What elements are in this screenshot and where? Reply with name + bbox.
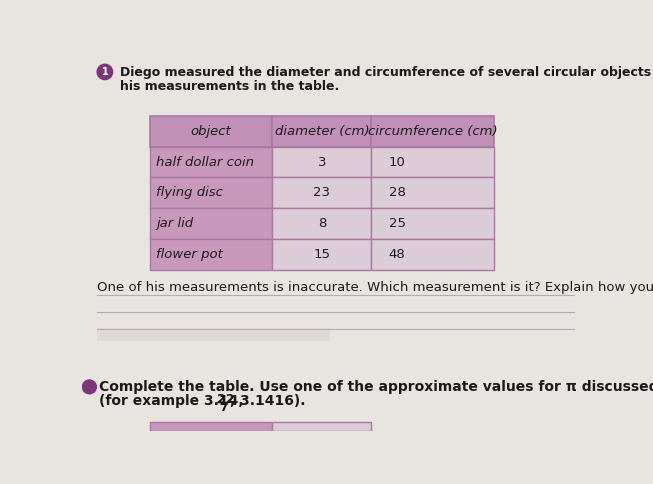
Bar <box>372 178 494 208</box>
Text: One of his measurements is inaccurate. Which measurement is it? Explain how you : One of his measurements is inaccurate. W… <box>97 281 653 294</box>
Bar <box>150 239 272 270</box>
Text: 48: 48 <box>389 248 406 261</box>
Bar <box>272 147 372 178</box>
Bar <box>272 239 372 270</box>
Text: 1: 1 <box>101 67 108 77</box>
Bar <box>150 116 272 147</box>
Bar <box>372 116 494 147</box>
Bar <box>272 116 372 147</box>
Text: 28: 28 <box>389 186 406 199</box>
Text: his measurements in the table.: his measurements in the table. <box>120 80 340 92</box>
Bar <box>372 147 494 178</box>
Text: (for example 3.14,: (for example 3.14, <box>99 394 248 408</box>
Bar <box>150 422 272 431</box>
Bar <box>150 147 272 178</box>
Text: 10: 10 <box>389 155 406 168</box>
Text: diameter (cm): diameter (cm) <box>274 125 369 138</box>
Text: Diego measured the diameter and circumference of several circular objects and re: Diego measured the diameter and circumfe… <box>120 66 653 79</box>
Text: object: object <box>191 125 231 138</box>
Bar <box>272 178 372 208</box>
Text: 8: 8 <box>318 217 326 230</box>
Text: circumference (cm): circumference (cm) <box>368 125 498 138</box>
Bar <box>272 422 372 431</box>
Circle shape <box>82 380 97 394</box>
Text: 25: 25 <box>389 217 406 230</box>
Text: 7: 7 <box>219 401 229 414</box>
Circle shape <box>97 64 112 80</box>
Text: 15: 15 <box>313 248 330 261</box>
Text: flying disc: flying disc <box>156 186 223 199</box>
Text: , 3.1416).: , 3.1416). <box>231 394 306 408</box>
Text: 23: 23 <box>313 186 330 199</box>
Bar <box>272 208 372 239</box>
Bar <box>97 328 330 341</box>
Text: jar lid: jar lid <box>156 217 193 230</box>
Text: 22: 22 <box>217 393 234 406</box>
Bar <box>372 239 494 270</box>
Bar <box>372 208 494 239</box>
Bar <box>150 208 272 239</box>
Text: Complete the table. Use one of the approximate values for π discussed in class: Complete the table. Use one of the appro… <box>99 380 653 394</box>
Text: 3: 3 <box>317 155 326 168</box>
Text: half dollar coin: half dollar coin <box>156 155 254 168</box>
Text: flower pot: flower pot <box>156 248 223 261</box>
Bar <box>150 178 272 208</box>
